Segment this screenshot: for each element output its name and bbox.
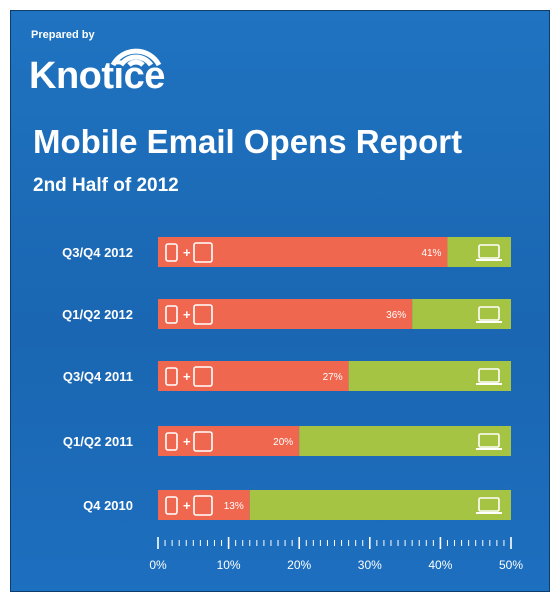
category-label: Q1/Q2 2012 [62,307,133,322]
bar-chart: Q3/Q4 2012 +41% Q1/Q2 2012 +36% Q3/Q4 2011 +2… [62,237,523,572]
category-label: Q3/Q4 2011 [63,369,133,384]
bar-mobile [158,426,300,456]
data-label: 27% [323,372,343,383]
bar-row: Q3/Q4 2011 +27% [63,361,511,391]
bar-desktop [348,361,511,391]
page-subtitle: 2nd Half of 2012 [33,175,179,196]
laptop-screen [478,497,500,512]
laptop-icon [476,306,502,323]
data-label: 13% [224,501,244,512]
tablet-icon [193,304,213,325]
mobile-device-icons: + [165,242,213,263]
plus-icon: + [183,245,191,260]
laptop-screen [478,433,500,448]
bar-mobile [158,361,349,391]
x-tick-label: 50% [499,558,523,572]
bar-desktop [249,490,511,520]
plus-icon: + [183,498,191,513]
phone-icon [165,305,178,324]
laptop-icon [476,244,502,261]
mobile-device-icons: + [165,366,213,387]
tablet-icon [193,431,213,452]
x-tick-label: 0% [149,558,167,572]
signal-arcs-icon [110,48,162,67]
laptop-screen [478,306,500,321]
laptop-icon [476,368,502,385]
x-tick-label: 40% [428,558,452,572]
page-title: Mobile Email Opens Report [33,123,463,160]
mobile-device-icons: + [165,304,213,325]
prepared-by-label: Prepared by [31,29,95,41]
tablet-icon [193,242,213,263]
plus-icon: + [183,369,191,384]
report-panel: Prepared by Knotice Mobile Email Opens R… [10,10,550,592]
plus-icon: + [183,434,191,449]
bar-row: Q1/Q2 2011 +20% [63,426,511,456]
phone-icon [165,432,178,451]
data-label: 41% [421,248,441,259]
x-tick-label: 10% [217,558,241,572]
tablet-icon [193,495,213,516]
laptop-icon [476,497,502,514]
bar-desktop [299,426,511,456]
category-label: Q3/Q4 2012 [62,245,133,260]
bar-row: Q3/Q4 2012 +41% [62,237,511,267]
bar-row: Q1/Q2 2012 +36% [62,299,511,329]
x-tick-label: 20% [287,558,311,572]
category-label: Q4 2010 [83,498,133,513]
laptop-screen [478,244,500,259]
mobile-device-icons: + [165,495,213,516]
x-tick-label: 30% [358,558,382,572]
phone-icon [165,243,178,262]
mobile-device-icons: + [165,431,213,452]
bar-row: Q4 2010 +13% [83,490,511,520]
laptop-icon [476,433,502,450]
brand-logo: Knotice [29,55,165,97]
data-label: 36% [386,310,406,321]
bar-desktop [412,299,511,329]
phone-icon [165,367,178,386]
phone-icon [165,496,178,515]
category-label: Q1/Q2 2011 [63,434,133,449]
laptop-screen [478,368,500,383]
x-axis: 0% 10% 20% 30% 40% 50% [149,537,523,572]
plus-icon: + [183,307,191,322]
tablet-icon [193,366,213,387]
data-label: 20% [273,437,293,448]
